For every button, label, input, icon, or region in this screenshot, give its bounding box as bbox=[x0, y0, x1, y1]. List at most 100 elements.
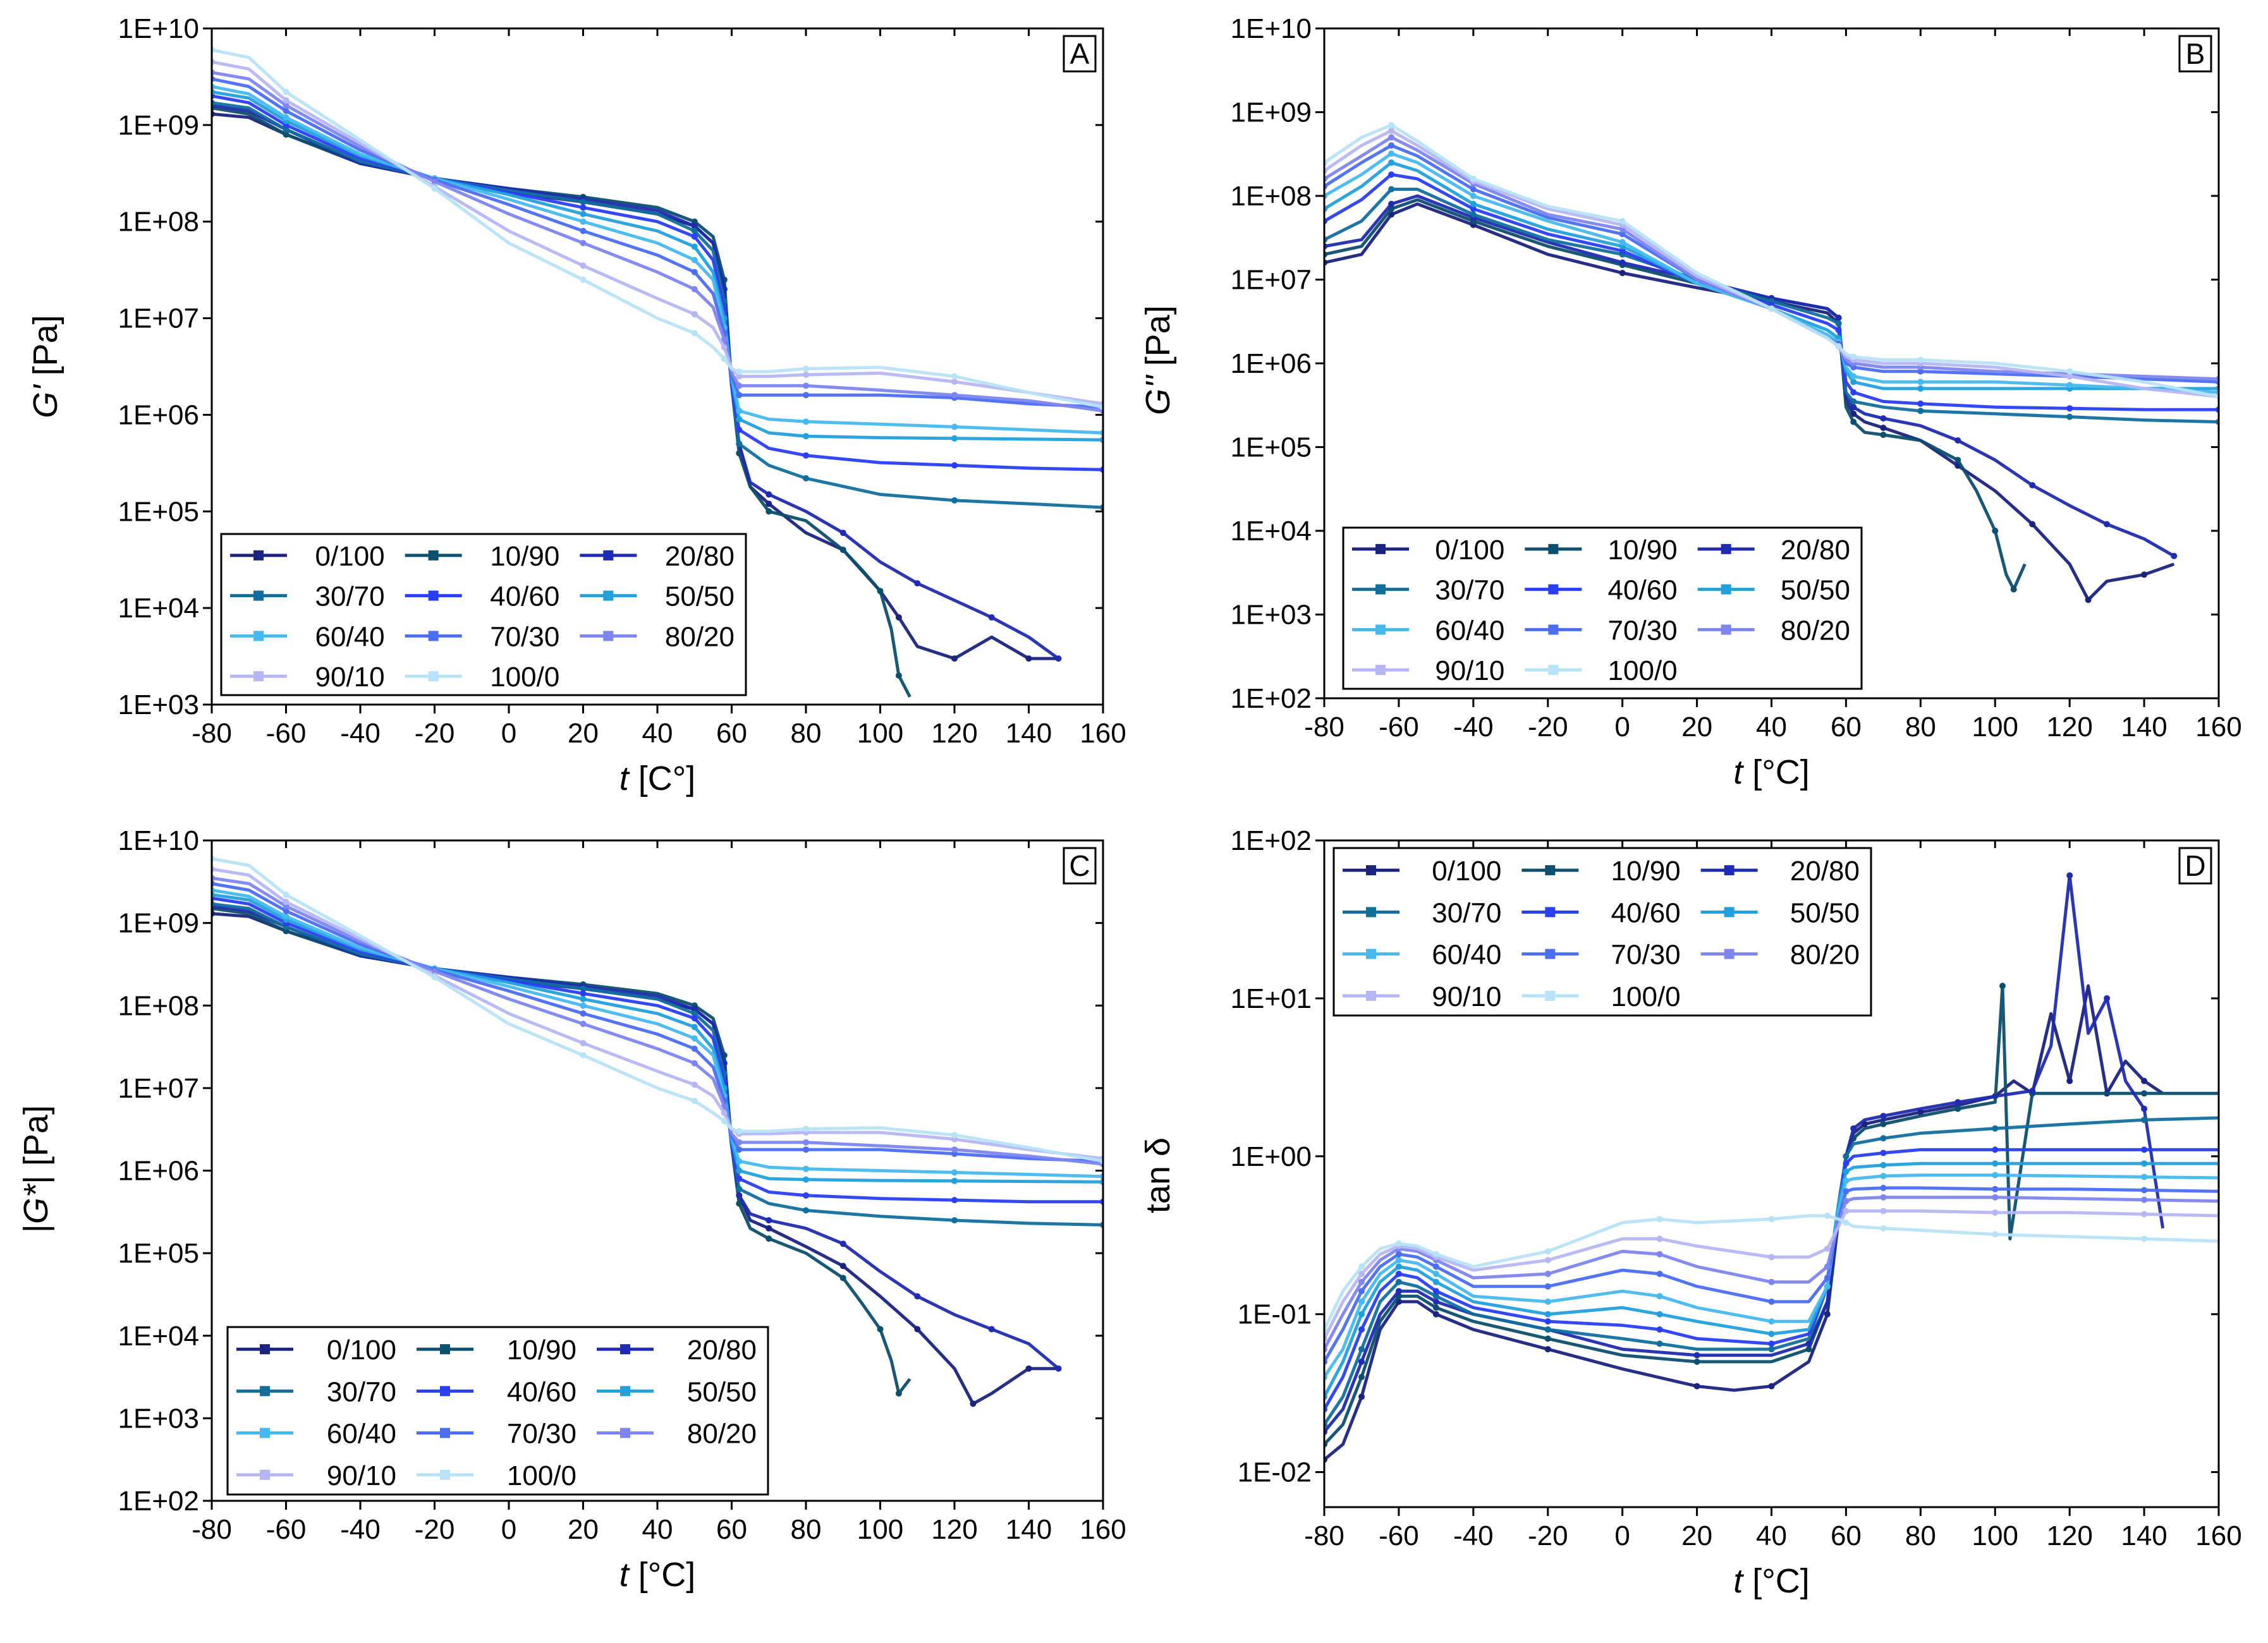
data-point bbox=[2066, 1077, 2073, 1084]
series-line-50-50 bbox=[212, 90, 1103, 442]
x-tick-label: -20 bbox=[415, 718, 455, 749]
x-tick-label: 160 bbox=[1080, 718, 1126, 749]
legend-label: 80/20 bbox=[1781, 615, 1850, 646]
legend-swatch-marker bbox=[1366, 949, 1376, 959]
data-point bbox=[1388, 186, 1395, 193]
legend-label: 20/80 bbox=[1790, 856, 1860, 887]
x-tick-label: 40 bbox=[1756, 712, 1787, 743]
x-axis-title: t [°C] bbox=[1733, 1562, 1810, 1600]
data-point bbox=[914, 1326, 921, 1333]
data-point bbox=[1880, 425, 1887, 431]
data-point bbox=[1388, 127, 1395, 134]
data-point bbox=[580, 227, 587, 234]
legend-swatch-marker bbox=[1548, 624, 1559, 635]
data-point bbox=[1388, 142, 1395, 149]
data-point bbox=[1843, 1153, 1850, 1160]
data-point bbox=[1656, 1340, 1663, 1347]
data-point bbox=[580, 1040, 587, 1046]
x-tick-label: 80 bbox=[1905, 712, 1936, 743]
data-point bbox=[1917, 356, 1924, 363]
legend-swatch-marker bbox=[1724, 907, 1735, 918]
data-point bbox=[1992, 1160, 1999, 1167]
data-point bbox=[951, 435, 958, 442]
data-point bbox=[1395, 1278, 1402, 1285]
data-point bbox=[580, 1010, 587, 1017]
panel-letter: C bbox=[1069, 849, 1090, 882]
data-point bbox=[803, 475, 809, 482]
legend-swatch-marker bbox=[428, 631, 439, 641]
x-tick-label: 140 bbox=[2121, 1520, 2167, 1551]
data-point bbox=[736, 1185, 743, 1192]
legend-label: 30/70 bbox=[315, 581, 385, 612]
data-point bbox=[1824, 1212, 1831, 1219]
data-point bbox=[283, 97, 290, 104]
data-point bbox=[431, 968, 438, 974]
x-tick-label: 0 bbox=[501, 718, 516, 749]
data-point bbox=[1544, 1346, 1551, 1353]
data-point bbox=[839, 547, 846, 554]
data-point bbox=[803, 1176, 809, 1183]
x-axis-title: t [C°] bbox=[619, 760, 696, 797]
data-point bbox=[1693, 1383, 1700, 1390]
data-point bbox=[736, 1200, 743, 1207]
data-point bbox=[1432, 1288, 1439, 1295]
data-point bbox=[1850, 1125, 1857, 1132]
x-tick-label: 80 bbox=[791, 718, 822, 749]
data-point bbox=[765, 1225, 772, 1232]
legend-swatch-marker bbox=[1545, 907, 1556, 918]
x-tick-label: 160 bbox=[2195, 1520, 2241, 1551]
data-point bbox=[803, 392, 809, 399]
y-tick-label: 1E+09 bbox=[118, 908, 199, 939]
data-point bbox=[1880, 432, 1887, 439]
x-tick-label: 120 bbox=[931, 1514, 977, 1545]
legend-swatch-marker bbox=[428, 671, 439, 682]
x-tick-label: 80 bbox=[1905, 1520, 1936, 1551]
data-point bbox=[1470, 186, 1477, 193]
data-point bbox=[283, 88, 290, 95]
legend-label: 40/60 bbox=[490, 581, 559, 612]
panel-letter-box bbox=[2178, 35, 2212, 73]
x-tick-label: 140 bbox=[2121, 712, 2167, 743]
data-point bbox=[2141, 571, 2148, 578]
x-tick-label: -60 bbox=[266, 718, 307, 749]
data-point bbox=[1992, 1209, 1999, 1216]
legend-swatch-marker bbox=[1721, 543, 1731, 554]
x-tick-label: -60 bbox=[1379, 1520, 1419, 1551]
data-point bbox=[1835, 343, 1842, 349]
legend-label: 0/100 bbox=[1432, 856, 1501, 887]
data-point bbox=[1999, 983, 2006, 990]
data-point bbox=[1358, 1288, 1365, 1295]
data-point bbox=[283, 131, 290, 138]
data-point bbox=[1850, 398, 1857, 405]
legend-swatch-marker bbox=[1545, 865, 1556, 876]
data-point bbox=[283, 126, 290, 133]
x-tick-label: 120 bbox=[2046, 712, 2092, 743]
legend-label: 30/70 bbox=[327, 1376, 396, 1407]
data-point bbox=[1388, 150, 1395, 157]
data-point bbox=[1835, 314, 1842, 321]
legend-label: 20/80 bbox=[687, 1335, 757, 1366]
data-point bbox=[2029, 1088, 2036, 1094]
legend-label: 90/10 bbox=[327, 1460, 396, 1491]
series-line-70-30 bbox=[1324, 143, 2219, 384]
legend-label: 50/50 bbox=[687, 1376, 757, 1407]
x-tick-label: -20 bbox=[415, 1514, 455, 1545]
data-point bbox=[1954, 1105, 1961, 1112]
y-tick-label: 1E+05 bbox=[118, 1238, 199, 1269]
x-tick-label: 0 bbox=[1614, 1520, 1630, 1551]
data-point bbox=[1656, 1270, 1663, 1277]
series-line-90-10 bbox=[1324, 1209, 2219, 1340]
data-point bbox=[1432, 1278, 1439, 1285]
data-point bbox=[1843, 1168, 1850, 1175]
data-point bbox=[914, 580, 921, 587]
legend-label: 100/0 bbox=[507, 1460, 576, 1491]
series-line-80-20 bbox=[1324, 1196, 2219, 1350]
y-tick-label: 1E+04 bbox=[1231, 516, 1312, 547]
legend-label: 40/60 bbox=[1608, 575, 1678, 606]
data-point bbox=[2029, 482, 2036, 488]
series-line-60-40 bbox=[212, 85, 1103, 435]
data-point bbox=[914, 1293, 921, 1300]
data-point bbox=[736, 382, 743, 389]
data-point bbox=[895, 1390, 902, 1397]
legend-swatch-marker bbox=[620, 1428, 630, 1438]
